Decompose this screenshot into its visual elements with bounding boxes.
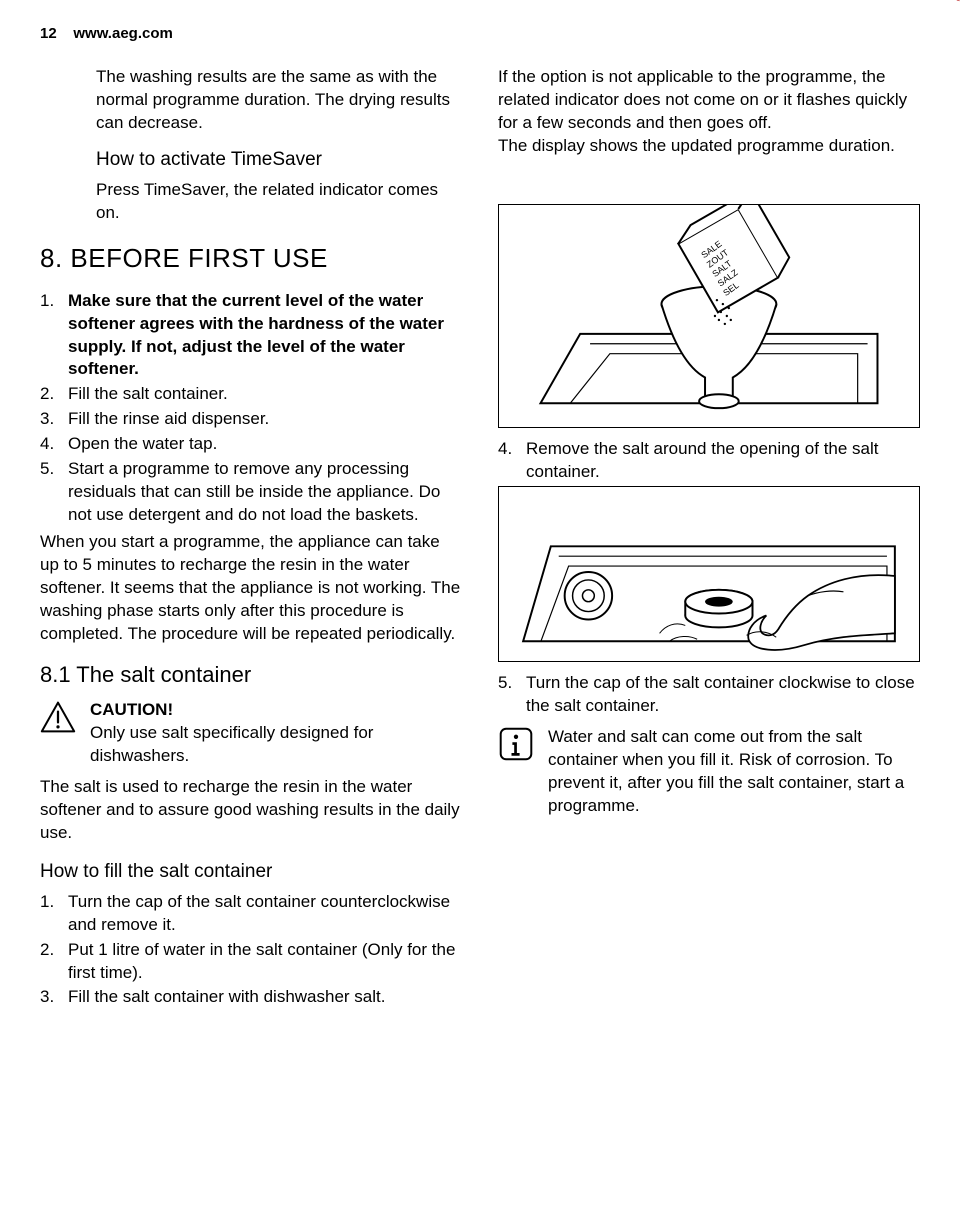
info-icon xyxy=(498,726,534,762)
list-item: Start a programme to remove any processi… xyxy=(40,458,462,527)
salt-usage-para: The salt is used to recharge the resin i… xyxy=(40,776,462,845)
caution-label: CAUTION! xyxy=(90,699,462,722)
fill-salt-list: Turn the cap of the salt container count… xyxy=(40,891,462,1010)
info-block: Water and salt can come out from the sal… xyxy=(498,726,920,818)
list-item: Put 1 litre of water in the salt contain… xyxy=(40,939,462,985)
list-item: Fill the salt container. xyxy=(40,383,462,406)
watermark: Downloaded from www.vandenborre.be xyxy=(736,0,960,25)
option-na-para: If the option is not applicable to the p… xyxy=(498,66,920,135)
left-column: The washing results are the same as with… xyxy=(40,66,462,1011)
list-item: Turn the cap of the salt container clock… xyxy=(498,672,920,718)
list-item: Open the water tap. xyxy=(40,433,462,456)
page-number: 12 xyxy=(40,25,57,42)
caution-block: CAUTION! Only use salt specifically desi… xyxy=(40,699,462,768)
section-8-1-heading: 8.1 The salt container xyxy=(40,660,462,690)
section-8-heading: 8. BEFORE FIRST USE xyxy=(40,241,462,276)
display-para: The display shows the updated programme … xyxy=(498,135,920,158)
caution-body: Only use salt specifically designed for … xyxy=(90,722,462,768)
list-item: Turn the cap of the salt container count… xyxy=(40,891,462,937)
activate-body: Press TimeSaver, the related indicator c… xyxy=(96,179,462,225)
site-url: www.aeg.com xyxy=(73,25,172,42)
salt-pour-diagram: SALE ZOUT SALT SALZ SEL xyxy=(498,204,920,428)
page-header: 12 www.aeg.com xyxy=(40,24,920,44)
fill-salt-continued-list: Remove the salt around the opening of th… xyxy=(498,438,920,484)
caution-icon xyxy=(40,699,76,735)
list-item: Make sure that the current level of the … xyxy=(40,290,462,382)
how-to-fill-heading: How to fill the salt container xyxy=(40,859,462,885)
list-item-text: Make sure that the current level of the … xyxy=(68,291,444,379)
list-item: Remove the salt around the opening of th… xyxy=(498,438,920,484)
before-first-use-list: Make sure that the current level of the … xyxy=(40,290,462,527)
right-column: If the option is not applicable to the p… xyxy=(498,66,920,1011)
list-item: Fill the salt container with dishwasher … xyxy=(40,986,462,1009)
how-to-activate-heading: How to activate TimeSaver xyxy=(96,147,462,173)
two-column-layout: The washing results are the same as with… xyxy=(40,66,920,1011)
info-text: Water and salt can come out from the sal… xyxy=(548,726,920,818)
fill-salt-step5-list: Turn the cap of the salt container clock… xyxy=(498,672,920,718)
salt-clean-diagram xyxy=(498,486,920,662)
resin-para: When you start a programme, the applianc… xyxy=(40,531,462,646)
list-item: Fill the rinse aid dispenser. xyxy=(40,408,462,431)
intro-para: The washing results are the same as with… xyxy=(96,66,462,135)
